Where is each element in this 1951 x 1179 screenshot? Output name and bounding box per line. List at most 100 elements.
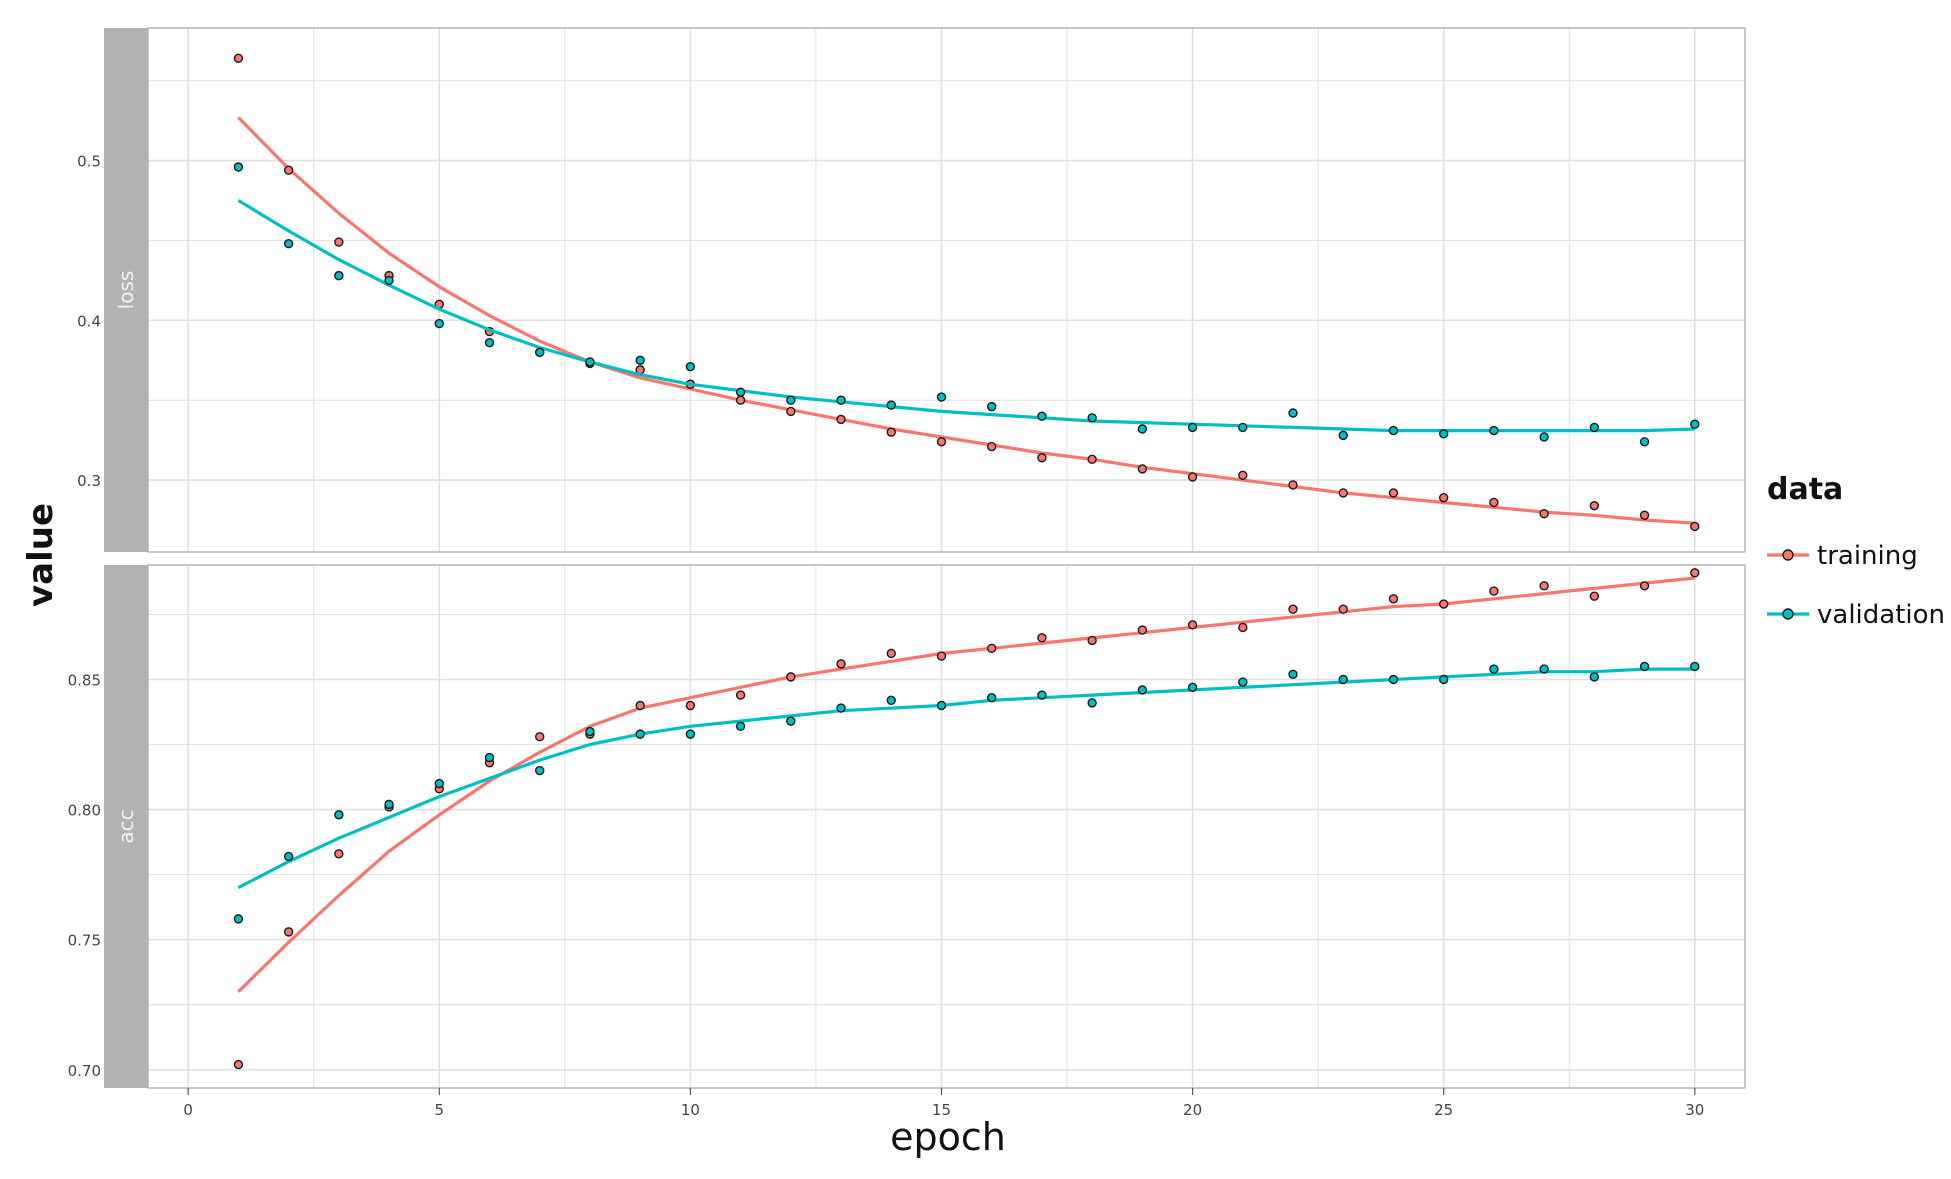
data-point-validation (233, 914, 244, 924)
data-point-training (1288, 480, 1298, 490)
data-point-validation (1087, 698, 1097, 708)
data-point-training (1288, 604, 1298, 614)
facet-strip-loss (104, 28, 148, 552)
x-tick-label: 20 (1183, 1101, 1202, 1119)
data-point-training (986, 441, 997, 452)
facet-strip-label: acc (114, 809, 138, 843)
y-tick-label: 0.80 (68, 802, 101, 820)
data-point-validation (1388, 674, 1399, 685)
data-point-validation (735, 387, 746, 397)
data-point-validation (484, 338, 495, 348)
data-point-validation (786, 716, 796, 726)
data-point-validation (1489, 664, 1499, 674)
data-point-training (233, 1059, 244, 1070)
data-point-training (1238, 470, 1248, 481)
data-point-training (1087, 454, 1097, 465)
data-point-training (1639, 581, 1650, 591)
data-point-validation (1238, 422, 1248, 433)
data-point-validation (1187, 682, 1198, 692)
x-tick-label: 10 (681, 1101, 700, 1119)
panel-border (147, 27, 1746, 553)
data-point-validation (1690, 661, 1700, 672)
data-point-training (735, 395, 746, 405)
data-point-training (1087, 635, 1097, 646)
smooth-line-training (237, 116, 1695, 525)
data-point-validation (1589, 422, 1600, 433)
data-point-training (986, 643, 997, 653)
data-point-training (1338, 488, 1348, 498)
data-point-validation (585, 726, 595, 737)
legend-key-point (1782, 549, 1794, 561)
data-point-validation (936, 392, 947, 402)
data-point-validation (384, 799, 394, 810)
data-point-validation (283, 238, 294, 249)
y-tick-label: 0.3 (77, 472, 101, 490)
data-point-training (1539, 581, 1549, 591)
y-tick-label: 0.5 (77, 153, 101, 171)
data-point-training (283, 165, 294, 175)
data-point-training (535, 732, 545, 742)
legend-entry-training: training (1767, 541, 1918, 571)
data-point-validation (685, 729, 696, 739)
facet-strip-label: loss (114, 271, 138, 310)
data-point-validation (1137, 424, 1148, 434)
data-point-validation (334, 270, 344, 281)
data-point-validation (1187, 422, 1198, 433)
smooth-line-validation (237, 199, 1695, 433)
data-point-training (334, 849, 344, 859)
data-point-validation (1338, 430, 1348, 441)
x-axis-label: epoch (890, 1115, 1006, 1159)
data-point-training (786, 406, 796, 417)
data-point-training (886, 427, 896, 437)
y-tick-label: 0.70 (68, 1062, 101, 1080)
data-point-validation (1438, 674, 1449, 685)
data-point-validation (836, 395, 846, 405)
y-tick-label: 0.75 (68, 932, 101, 950)
data-point-training (1489, 586, 1499, 596)
data-point-training (1037, 633, 1047, 643)
data-point-validation (1288, 669, 1298, 679)
data-point-validation (1087, 413, 1097, 423)
data-point-training (886, 648, 896, 659)
data-point-training (836, 659, 846, 669)
legend-label: validation (1817, 600, 1945, 630)
data-point-training (786, 672, 796, 682)
data-point-validation (334, 810, 344, 820)
series-training-acc (233, 568, 1700, 1070)
x-tick-label: 25 (1434, 1101, 1453, 1119)
data-point-validation (1037, 411, 1047, 421)
data-point-validation (585, 357, 595, 367)
data-point-validation (434, 318, 444, 329)
data-point-training (1338, 604, 1348, 614)
data-point-validation (535, 347, 545, 358)
data-point-training (1388, 488, 1399, 498)
panels-layer: 0.3 0.4 0.5 loss 0.70 0.75 0.80 0.85 acc (68, 27, 1746, 1089)
data-point-validation (786, 395, 796, 405)
x-tick-label: 0 (183, 1101, 193, 1119)
legend-entries: training validation (1767, 541, 1945, 630)
data-point-validation (986, 401, 997, 412)
data-point-validation (1137, 685, 1148, 695)
y-axis-loss: 0.3 0.4 0.5 (77, 153, 148, 490)
y-axis-acc: 0.70 0.75 0.80 0.85 (68, 671, 148, 1080)
data-point-training (1037, 453, 1047, 463)
data-point-training (1438, 492, 1449, 503)
legend: data training validation (1767, 472, 1945, 630)
facet-panel-loss: 0.3 0.4 0.5 loss (77, 27, 1746, 553)
data-point-validation (1589, 672, 1600, 682)
smooth-line-training (237, 576, 1695, 993)
data-point-validation (635, 729, 645, 739)
panel-grid (148, 28, 1745, 552)
data-point-validation (434, 778, 444, 789)
x-axis: 0 5 10 15 20 25 30 (183, 1088, 1704, 1119)
data-point-validation (1438, 429, 1449, 439)
y-tick-label: 0.4 (77, 312, 101, 330)
data-point-training (283, 927, 294, 937)
y-axis-label: value (21, 503, 61, 607)
data-point-validation (635, 355, 645, 365)
data-point-validation (1539, 664, 1549, 674)
data-point-validation (384, 275, 394, 286)
data-point-training (1438, 599, 1449, 609)
